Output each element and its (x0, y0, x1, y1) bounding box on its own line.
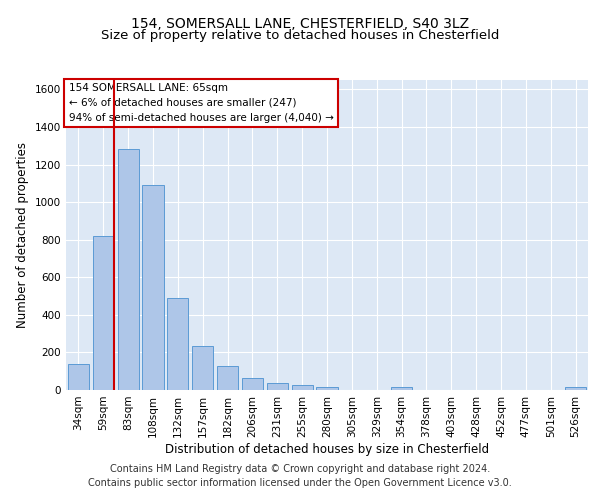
Bar (192, 346, 213, 390)
Bar (242, 378, 263, 390)
Y-axis label: Number of detached properties: Number of detached properties (16, 142, 29, 328)
Bar (93, 236, 114, 390)
X-axis label: Distribution of detached houses by size in Chesterfield: Distribution of detached houses by size … (165, 442, 489, 456)
Bar (292, 386, 313, 390)
Bar (267, 383, 288, 390)
Bar (316, 387, 338, 390)
Bar (565, 387, 586, 390)
Bar (68, 364, 89, 390)
Bar (118, 148, 139, 390)
Bar (391, 387, 412, 390)
Text: Size of property relative to detached houses in Chesterfield: Size of property relative to detached ho… (101, 29, 499, 42)
Text: Contains HM Land Registry data © Crown copyright and database right 2024.
Contai: Contains HM Land Registry data © Crown c… (88, 464, 512, 487)
Text: 154 SOMERSALL LANE: 65sqm
← 6% of detached houses are smaller (247)
94% of semi-: 154 SOMERSALL LANE: 65sqm ← 6% of detach… (68, 83, 334, 122)
Bar (217, 366, 238, 390)
Bar (142, 185, 164, 390)
Bar (167, 298, 188, 390)
Text: 154, SOMERSALL LANE, CHESTERFIELD, S40 3LZ: 154, SOMERSALL LANE, CHESTERFIELD, S40 3… (131, 18, 469, 32)
